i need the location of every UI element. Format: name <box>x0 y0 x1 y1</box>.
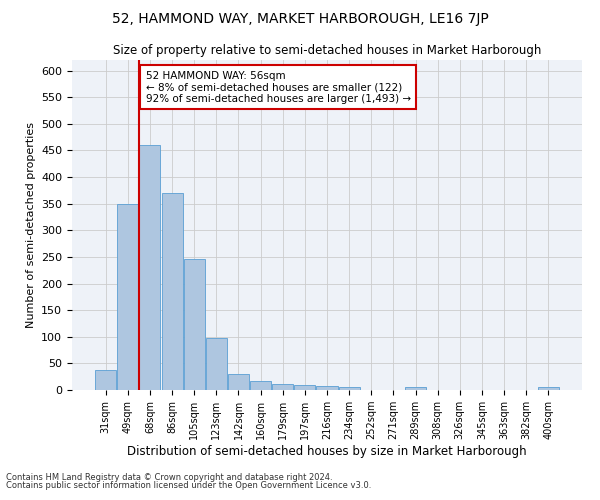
Text: 52, HAMMOND WAY, MARKET HARBOROUGH, LE16 7JP: 52, HAMMOND WAY, MARKET HARBOROUGH, LE16… <box>112 12 488 26</box>
Bar <box>206 338 227 390</box>
Bar <box>118 204 139 390</box>
Bar <box>184 258 205 390</box>
Bar <box>161 193 182 390</box>
Title: Size of property relative to semi-detached houses in Market Harborough: Size of property relative to semi-detach… <box>113 44 541 58</box>
Bar <box>538 387 559 390</box>
Bar <box>272 384 293 390</box>
X-axis label: Distribution of semi-detached houses by size in Market Harborough: Distribution of semi-detached houses by … <box>127 445 527 458</box>
Bar <box>338 388 359 390</box>
Bar <box>316 386 338 390</box>
Text: Contains public sector information licensed under the Open Government Licence v3: Contains public sector information licen… <box>6 480 371 490</box>
Text: 52 HAMMOND WAY: 56sqm
← 8% of semi-detached houses are smaller (122)
92% of semi: 52 HAMMOND WAY: 56sqm ← 8% of semi-detac… <box>146 70 410 104</box>
Bar <box>405 387 426 390</box>
Y-axis label: Number of semi-detached properties: Number of semi-detached properties <box>26 122 35 328</box>
Bar <box>95 370 116 390</box>
Bar <box>250 382 271 390</box>
Bar <box>139 145 160 390</box>
Bar <box>295 385 316 390</box>
Bar <box>228 374 249 390</box>
Text: Contains HM Land Registry data © Crown copyright and database right 2024.: Contains HM Land Registry data © Crown c… <box>6 473 332 482</box>
